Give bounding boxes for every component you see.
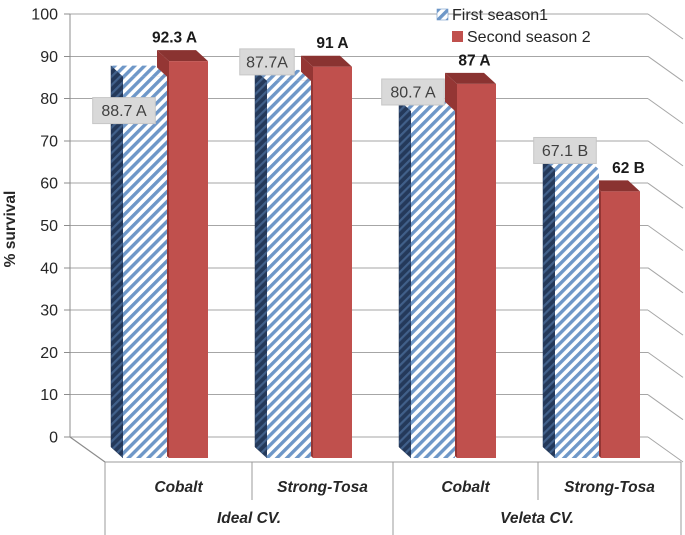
y-tick-label: 40 (40, 260, 58, 277)
data-label-first-season-0: 88.7 A (92, 97, 156, 125)
data-label-second-season-1: 91 A (316, 35, 348, 52)
bar-cluster-0 (110, 50, 208, 459)
category-label: Strong-Tosa (564, 479, 655, 496)
legend-label: Second season 2 (467, 29, 591, 46)
bar-cluster-2 (398, 72, 496, 459)
data-label-second-season-3: 62 B (612, 160, 645, 177)
data-label-first-season-3: 67.1 B (533, 136, 597, 164)
group-label: Ideal CV. (217, 510, 281, 527)
legend-entry-1: Second season 2 (452, 29, 591, 46)
y-axis (69, 14, 106, 463)
y-tick-label: 100 (31, 7, 58, 24)
svg-text:67.1 B: 67.1 B (542, 143, 588, 160)
data-label-second-season-2: 87 A (458, 52, 490, 69)
data-labels: 88.7 A 87.7A 80.7 A 67.1 B 92.3 A 91 A 87 A 62 … (92, 30, 645, 177)
y-tick-label: 50 (40, 218, 58, 235)
category-axis: Cobalt Strong-Tosa Cobalt Strong-Tosa Ideal … (104, 461, 682, 535)
category-label: Strong-Tosa (277, 479, 368, 496)
legend-entry-0: First season1 (436, 7, 548, 24)
y-axis-title: % survival (2, 191, 19, 268)
y-tick-label: 90 (40, 49, 58, 66)
y-tick-label: 70 (40, 133, 58, 150)
y-tick-label: 80 (40, 91, 58, 108)
y-tick-label: 10 (40, 387, 58, 404)
data-label-first-season-2: 80.7 A (381, 78, 445, 106)
y-axis-ticks: 0 10 20 30 40 50 60 70 80 90 100 (31, 7, 70, 447)
category-label: Cobalt (154, 479, 203, 496)
group-label: Veleta CV. (500, 510, 574, 527)
legend-label: First season1 (452, 7, 548, 24)
bar-first-season-1 (254, 69, 311, 459)
legend-swatch-hatched-icon (436, 8, 449, 21)
svg-text:80.7 A: 80.7 A (390, 84, 436, 101)
y-tick-label: 30 (40, 303, 58, 320)
data-label-first-season-1: 87.7A (239, 48, 295, 76)
y-tick-label: 60 (40, 176, 58, 193)
bar-first-season-3 (542, 157, 599, 459)
bar-cluster-3 (542, 157, 640, 459)
bar-cluster-1 (254, 55, 352, 459)
bars (110, 50, 640, 459)
y-tick-label: 20 (40, 345, 58, 362)
svg-text:87.7A: 87.7A (246, 54, 288, 71)
data-label-second-season-0: 92.3 A (152, 30, 197, 47)
legend-swatch-solid-icon (452, 31, 463, 42)
category-label: Cobalt (441, 479, 490, 496)
bar-first-season-0 (110, 65, 167, 459)
svg-text:88.7 A: 88.7 A (101, 103, 147, 120)
legend: First season1 Second season 2 (436, 7, 591, 46)
bar-first-season-2 (398, 99, 455, 459)
y-tick-label: 0 (49, 430, 58, 447)
